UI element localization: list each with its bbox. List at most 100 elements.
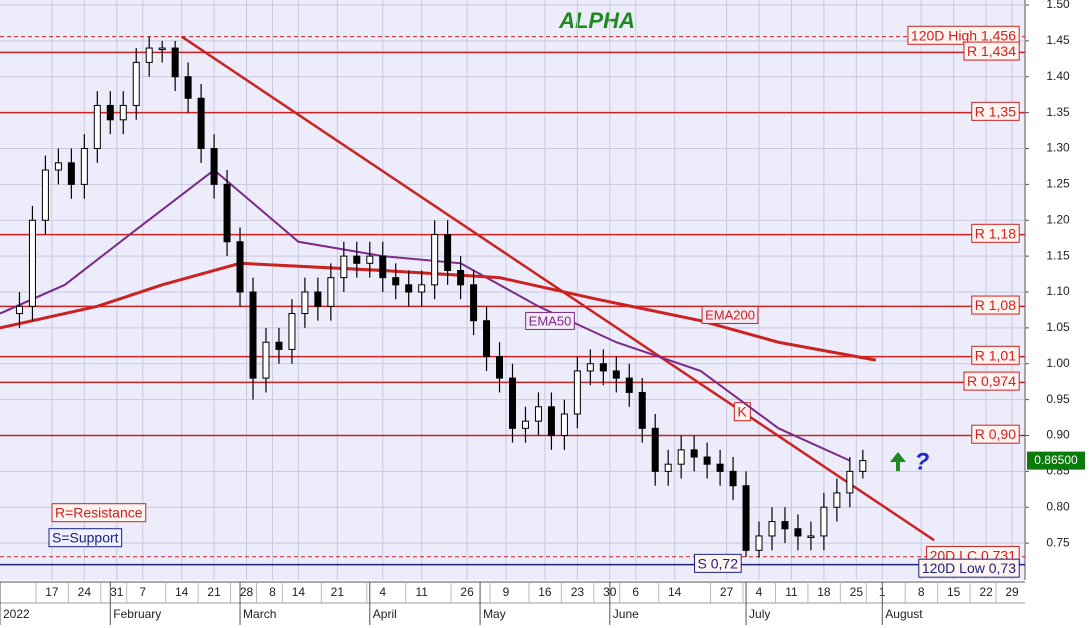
y-tick-label: 0.90	[1046, 428, 1070, 442]
y-tick-label: 1.25	[1046, 177, 1070, 191]
annotation: ?	[915, 448, 930, 475]
month-label: June	[613, 607, 639, 621]
right-axis-background	[1025, 0, 1090, 628]
x-tick-label: 11	[415, 585, 428, 599]
candle-body	[483, 320, 491, 358]
candle-body	[28, 219, 36, 307]
chart-title: ALPHA	[558, 8, 635, 33]
label-box	[971, 223, 1020, 243]
candle-body	[327, 277, 335, 307]
series-label: EMA50	[529, 313, 572, 328]
x-tick-label: 4	[379, 585, 386, 599]
annotation: S=Support	[52, 530, 119, 546]
candle-body	[80, 148, 88, 185]
candle-body	[651, 427, 659, 472]
y-tick-label: 1.15	[1046, 248, 1070, 262]
x-tick-label: 7	[139, 585, 146, 599]
x-tick-label: 27	[720, 585, 734, 599]
y-tick-label: 1.20	[1046, 212, 1070, 226]
x-tick-label: 14	[292, 585, 306, 599]
x-tick-label: 16	[538, 585, 552, 599]
candle-body	[729, 470, 737, 487]
candle-body	[573, 370, 581, 415]
candle-body	[288, 313, 296, 350]
y-tick-label: 1.10	[1046, 284, 1070, 298]
x-tick-label: 31	[110, 585, 124, 599]
x-tick-label: 8	[269, 585, 276, 599]
candle-body	[794, 528, 802, 537]
candle-body	[223, 183, 231, 243]
candle-body	[132, 61, 140, 106]
plot-background	[0, 0, 1025, 580]
y-tick-label: 1.05	[1046, 320, 1070, 334]
label-box	[918, 558, 1020, 578]
candle-body	[859, 460, 867, 472]
trendline	[180, 35, 935, 542]
candle-body	[197, 97, 205, 149]
candle-body	[755, 535, 763, 551]
label-box	[963, 41, 1020, 61]
trendline-label: K	[737, 404, 747, 420]
y-tick-label: 1.45	[1046, 33, 1070, 47]
candle-body	[249, 291, 257, 379]
candle-body	[664, 463, 672, 472]
level-label: R 0,90	[975, 426, 1016, 442]
candle-body	[41, 169, 49, 221]
ma-line	[0, 168, 851, 462]
candle-body	[418, 284, 426, 293]
candle-body	[314, 291, 322, 307]
candle-body	[275, 341, 283, 350]
candle-body	[781, 521, 789, 530]
level-label: R 1,35	[975, 103, 1016, 119]
bottom-axis-background	[0, 580, 1025, 628]
last-price-label: 0.86500	[1034, 453, 1078, 467]
x-tick-label: 6	[632, 585, 639, 599]
y-tick-label: 1.50	[1046, 0, 1070, 11]
level-label: R 0,974	[967, 373, 1016, 389]
candle-body	[392, 277, 400, 286]
candle-body	[612, 370, 620, 379]
candle-body	[210, 148, 218, 185]
ma-line	[0, 261, 877, 362]
candle-body	[379, 255, 387, 279]
x-tick-label: 24	[78, 585, 92, 599]
candle-body	[236, 241, 244, 293]
candle-body	[54, 162, 62, 171]
label-box	[963, 371, 1020, 391]
x-tick-label: 8	[918, 585, 925, 599]
y-tick-label: 1.00	[1046, 356, 1070, 370]
x-tick-label: 17	[45, 585, 59, 599]
x-tick-label: 23	[571, 585, 585, 599]
candle-body	[444, 234, 452, 271]
level-label: 120D Low 0,73	[922, 560, 1016, 576]
annotation: R=Resistance	[55, 505, 143, 521]
x-tick-label: 21	[207, 585, 221, 599]
candle-body	[716, 463, 724, 472]
x-tick-label: 18	[817, 585, 831, 599]
level-label: R 1,01	[975, 347, 1016, 363]
series-label: EMA200	[705, 307, 755, 322]
candle-body	[547, 406, 555, 436]
candle-body	[509, 377, 516, 429]
candle-body	[301, 291, 309, 315]
x-tick-label: 21	[331, 585, 345, 599]
y-tick-label: 0.95	[1046, 392, 1070, 406]
x-tick-label: 22	[979, 585, 993, 599]
label-box	[971, 345, 1020, 365]
candle-body	[405, 284, 413, 293]
candle-body	[690, 449, 698, 458]
label-box	[51, 503, 147, 523]
candle-body	[677, 449, 685, 465]
label-box	[971, 424, 1020, 444]
candle-body	[807, 535, 815, 538]
label-box	[971, 295, 1020, 315]
candle-body	[106, 104, 114, 121]
label-box	[525, 311, 575, 330]
candle-body	[145, 47, 153, 63]
x-tick-label: 28	[240, 585, 254, 599]
candle-body	[67, 162, 75, 185]
month-label: August	[885, 607, 923, 621]
label-box	[48, 528, 123, 548]
up-arrow-icon	[890, 452, 906, 472]
